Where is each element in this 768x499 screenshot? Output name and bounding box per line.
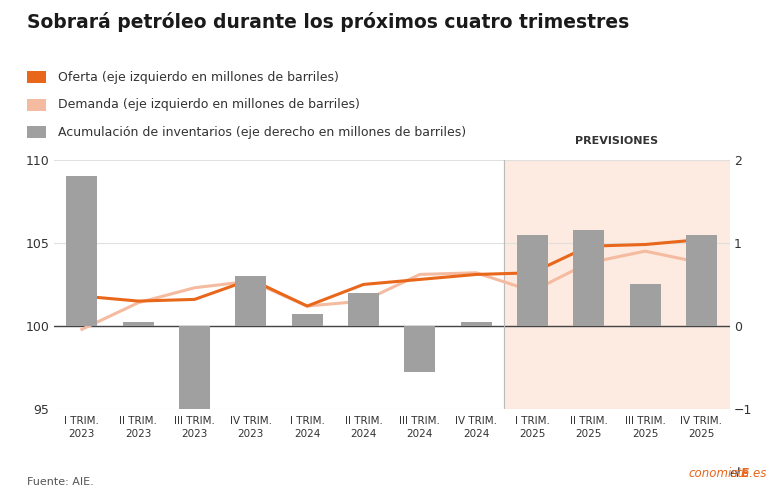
Bar [404,326,435,372]
Bar [461,322,492,326]
Bar [235,276,266,326]
Bar [630,284,660,326]
Text: el: el [729,467,740,480]
Bar [573,231,604,326]
Bar [123,322,154,326]
Bar [66,176,98,326]
Text: E: E [741,467,749,480]
Text: Acumulación de inventarios (eje derecho en millones de barriles): Acumulación de inventarios (eje derecho … [58,126,465,139]
Bar [505,160,730,409]
Bar [517,235,548,326]
Bar [686,235,717,326]
Text: Demanda (eje izquierdo en millones de barriles): Demanda (eje izquierdo en millones de ba… [58,98,359,111]
Text: PREVISIONES: PREVISIONES [575,136,658,146]
Text: Fuente: AIE.: Fuente: AIE. [27,477,94,487]
Text: Sobrará petróleo durante los próximos cuatro trimestres: Sobrará petróleo durante los próximos cu… [27,12,629,32]
Text: conomista.es: conomista.es [688,467,766,480]
Text: Oferta (eje izquierdo en millones de barriles): Oferta (eje izquierdo en millones de bar… [58,71,339,84]
Bar [179,326,210,426]
Bar [292,313,323,326]
Bar [348,293,379,326]
